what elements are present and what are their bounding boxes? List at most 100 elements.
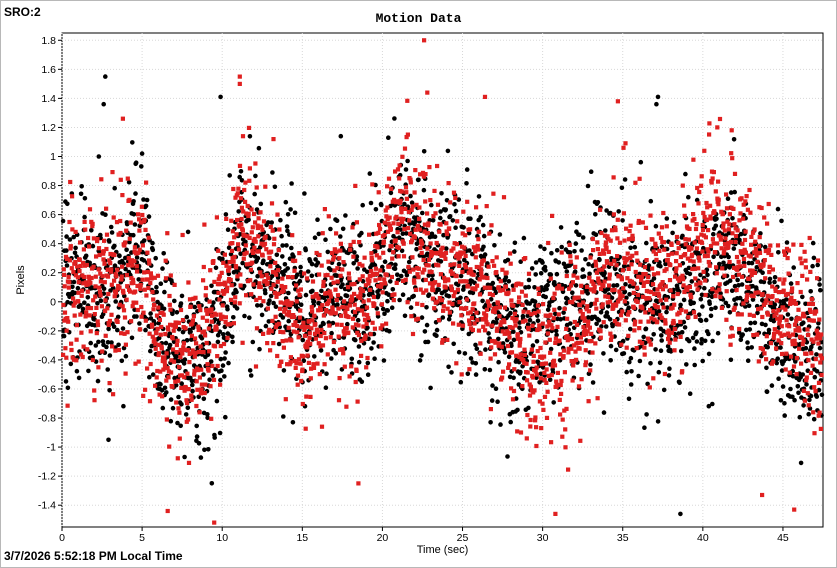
data-point <box>276 268 281 273</box>
data-point <box>644 412 649 417</box>
data-point <box>177 436 182 441</box>
data-point <box>388 279 393 284</box>
data-point <box>500 341 506 346</box>
data-point <box>186 417 191 422</box>
data-point <box>390 256 395 261</box>
data-point <box>710 176 715 181</box>
data-point <box>642 352 647 357</box>
data-point <box>628 245 633 251</box>
data-point <box>807 301 812 306</box>
data-point <box>109 230 115 235</box>
data-point <box>283 285 288 290</box>
data-point <box>747 312 752 317</box>
data-point <box>205 352 211 358</box>
data-point <box>625 256 630 261</box>
data-point <box>127 239 132 245</box>
data-point <box>696 255 701 260</box>
data-point <box>795 281 800 286</box>
data-point <box>577 232 582 238</box>
data-point <box>758 346 763 351</box>
data-point <box>352 302 357 307</box>
data-point <box>550 213 555 218</box>
data-point <box>779 368 785 373</box>
data-point <box>697 189 702 195</box>
data-point <box>731 274 736 280</box>
data-point <box>798 256 803 261</box>
data-point <box>62 284 67 289</box>
data-point <box>425 251 430 257</box>
data-point <box>335 266 340 271</box>
data-point <box>314 250 319 256</box>
data-point <box>554 271 560 277</box>
data-point <box>464 306 469 311</box>
data-point <box>808 269 813 274</box>
data-point <box>111 324 117 330</box>
data-point <box>469 269 474 274</box>
data-point <box>154 375 159 380</box>
data-point <box>318 333 323 339</box>
data-point <box>696 266 701 271</box>
data-point <box>214 324 219 329</box>
data-point <box>644 258 649 263</box>
data-point <box>95 322 101 328</box>
data-point <box>281 272 286 278</box>
data-point <box>255 273 260 279</box>
data-point <box>634 251 639 256</box>
data-point <box>74 368 80 374</box>
data-point <box>205 362 210 367</box>
data-point <box>338 234 343 239</box>
data-point <box>315 217 320 222</box>
data-point <box>642 425 647 431</box>
data-point <box>356 333 361 338</box>
data-point <box>668 288 673 293</box>
data-point <box>201 350 206 355</box>
data-point <box>101 249 106 254</box>
data-point <box>815 335 820 340</box>
data-point <box>772 279 777 285</box>
data-point <box>83 280 88 285</box>
data-point <box>318 348 324 353</box>
data-point <box>803 345 809 351</box>
y-tick-label: 0.2 <box>41 267 56 279</box>
data-point <box>179 402 184 407</box>
data-point <box>125 176 130 181</box>
data-point <box>480 222 486 228</box>
data-point <box>454 242 459 247</box>
data-point <box>578 309 583 314</box>
data-point <box>223 315 228 320</box>
data-point <box>298 264 303 270</box>
data-point <box>114 274 119 279</box>
data-point <box>380 306 386 312</box>
data-point <box>643 272 648 277</box>
data-point <box>357 277 362 282</box>
data-point <box>241 209 246 214</box>
data-point <box>818 287 823 293</box>
data-point <box>473 286 478 291</box>
y-tick-label: -1 <box>47 442 56 454</box>
data-point <box>438 222 443 227</box>
data-point <box>222 290 227 295</box>
data-point <box>368 332 373 337</box>
data-point <box>64 328 69 333</box>
data-point <box>82 300 87 306</box>
data-point <box>89 275 94 281</box>
data-point <box>685 256 690 261</box>
data-point <box>740 274 745 279</box>
data-point <box>338 241 343 246</box>
data-point <box>250 260 255 265</box>
data-point <box>514 303 520 308</box>
data-point <box>356 344 362 349</box>
data-point <box>687 391 693 397</box>
data-point <box>481 233 487 239</box>
data-point <box>657 293 662 298</box>
data-point <box>418 287 423 292</box>
data-point <box>526 284 531 290</box>
data-point <box>624 226 629 231</box>
data-point <box>202 447 207 453</box>
data-point <box>123 342 128 347</box>
data-point <box>302 191 307 196</box>
data-point <box>641 280 647 285</box>
data-point <box>387 215 392 220</box>
data-point <box>577 303 583 308</box>
data-point <box>511 287 516 292</box>
